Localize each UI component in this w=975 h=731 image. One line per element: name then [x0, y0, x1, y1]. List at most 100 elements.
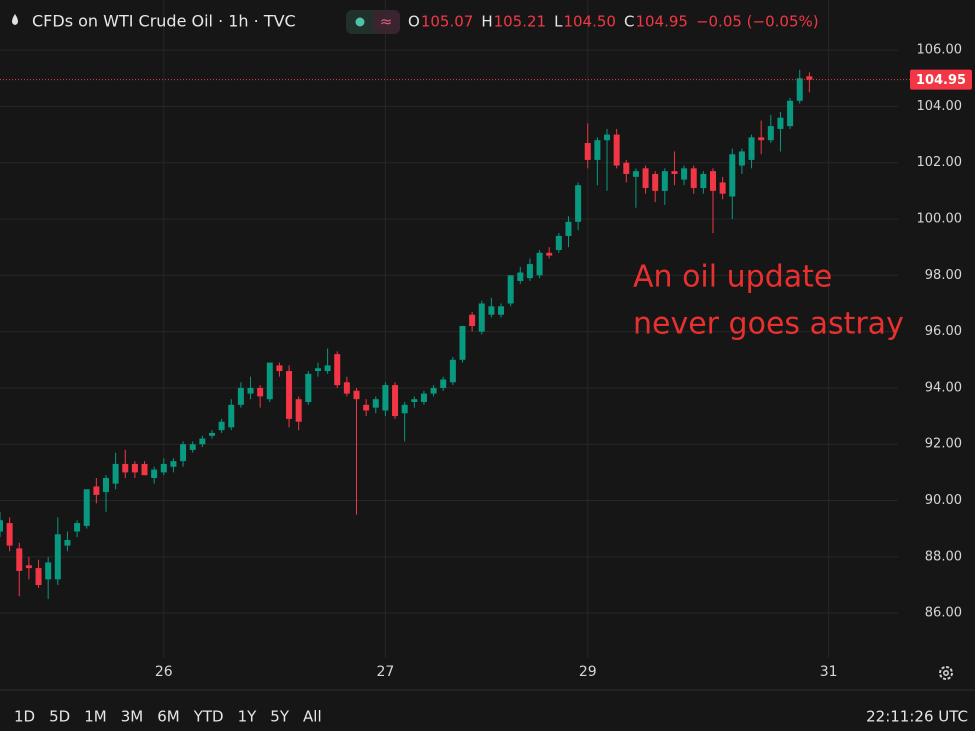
ohlc-value: 104.50 [563, 13, 616, 31]
candle-body [652, 173, 659, 191]
range-button[interactable]: YTD [193, 708, 224, 726]
candle-body [430, 387, 437, 394]
candle-body [334, 354, 341, 386]
candle-body [257, 387, 264, 397]
candle-body [122, 463, 129, 473]
grid [0, 0, 898, 658]
clock: 22:11:26 UTC [866, 708, 968, 726]
candle-body [555, 235, 562, 250]
candle-body [546, 252, 553, 256]
candle-body [575, 185, 582, 222]
range-button[interactable]: 6M [157, 708, 180, 726]
range-button[interactable]: All [303, 708, 322, 726]
candle-body [112, 463, 119, 484]
range-button[interactable]: 1D [14, 708, 35, 726]
y-tick-label: 96.00 [925, 324, 962, 339]
candle-body [343, 382, 350, 394]
candle-body [266, 362, 273, 400]
candle-body [83, 489, 90, 526]
candle-body [565, 221, 572, 236]
candle-body [45, 562, 52, 580]
candle-body [314, 368, 321, 372]
candle-body [363, 404, 370, 411]
candle-body [623, 162, 630, 174]
candle-body [710, 171, 717, 191]
candle-body [74, 523, 81, 532]
settings-icon[interactable] [939, 666, 953, 680]
candle-body [681, 168, 688, 180]
candle-body [796, 78, 803, 101]
candle-body [54, 534, 61, 580]
candle-body [729, 154, 736, 197]
y-tick-label: 100.00 [917, 212, 963, 227]
candle-body [247, 387, 254, 394]
y-tick-label: 104.00 [917, 99, 963, 114]
candle-body [459, 325, 466, 360]
candle-body [170, 461, 177, 467]
annotation: An oil update never goes astray [633, 260, 904, 342]
ohlc-key: L [554, 13, 563, 31]
candle-body [0, 520, 3, 532]
last-price-label: 104.95 [916, 73, 966, 88]
range-button[interactable]: 3M [121, 708, 144, 726]
candle-body [806, 76, 813, 80]
y-tick-label: 102.00 [917, 155, 963, 170]
candle-body [208, 432, 215, 436]
candle-body [671, 171, 678, 174]
y-tick-label: 86.00 [925, 606, 962, 621]
candle-body [35, 568, 42, 585]
candle-body [353, 390, 360, 400]
candle-body [758, 137, 765, 141]
candle-body [517, 272, 524, 281]
candle-body [748, 137, 755, 160]
ohlc-change: −0.05 (−0.05%) [696, 13, 819, 31]
annotation-line: An oil update [633, 260, 832, 295]
candle-body [228, 404, 235, 428]
y-tick-label: 90.00 [925, 493, 962, 508]
range-button[interactable]: 1Y [238, 708, 258, 726]
candle-body [690, 168, 697, 189]
x-tick-label: 31 [820, 664, 838, 680]
candle-body [392, 385, 399, 417]
candle-body [6, 523, 13, 546]
candle-body [218, 421, 225, 431]
candle-body [180, 444, 187, 462]
toolbar: 1D 5D 1M 3M 6M YTD 1Y 5Y All 22:11:26 UTC [14, 708, 968, 726]
range-button[interactable]: 1M [84, 708, 107, 726]
candle-body [64, 539, 71, 546]
status-pill-part[interactable] [373, 10, 400, 34]
ohlc-key: C [624, 13, 634, 31]
candle-body [777, 117, 784, 129]
candle-body [469, 314, 476, 326]
candle-body [584, 143, 591, 160]
range-button[interactable]: 5D [49, 708, 70, 726]
candle-body [276, 365, 283, 372]
candle-body [237, 387, 244, 405]
candle-body [295, 399, 302, 422]
symbol-title: CFDs on WTI Crude Oil · 1h · TVC [32, 12, 296, 31]
candle-body [102, 478, 109, 493]
gear[interactable] [939, 666, 953, 680]
x-tick-label: 26 [155, 664, 173, 680]
candle-body [382, 385, 389, 411]
candle-body [305, 373, 312, 403]
ohlc-key: O [408, 13, 420, 31]
candle-body [498, 306, 505, 315]
y-tick-label: 88.00 [925, 549, 962, 564]
x-tick-label: 27 [376, 664, 394, 680]
candle-body [478, 303, 485, 332]
y-tick-label: 94.00 [925, 380, 962, 395]
ohlc-value: 105.07 [421, 13, 474, 31]
candle-body [131, 463, 138, 473]
candle-body [632, 171, 639, 177]
candle-body [700, 173, 707, 189]
y-tick-label: 106.00 [917, 43, 963, 58]
range-button[interactable]: 5Y [270, 708, 290, 726]
candle-body [642, 168, 649, 189]
candle-body [16, 548, 23, 571]
header: CFDs on WTI Crude Oil · 1h · TVC ≈ O 105.… [12, 10, 819, 34]
candle-body [594, 140, 601, 160]
x-tick-label: 29 [579, 664, 597, 680]
